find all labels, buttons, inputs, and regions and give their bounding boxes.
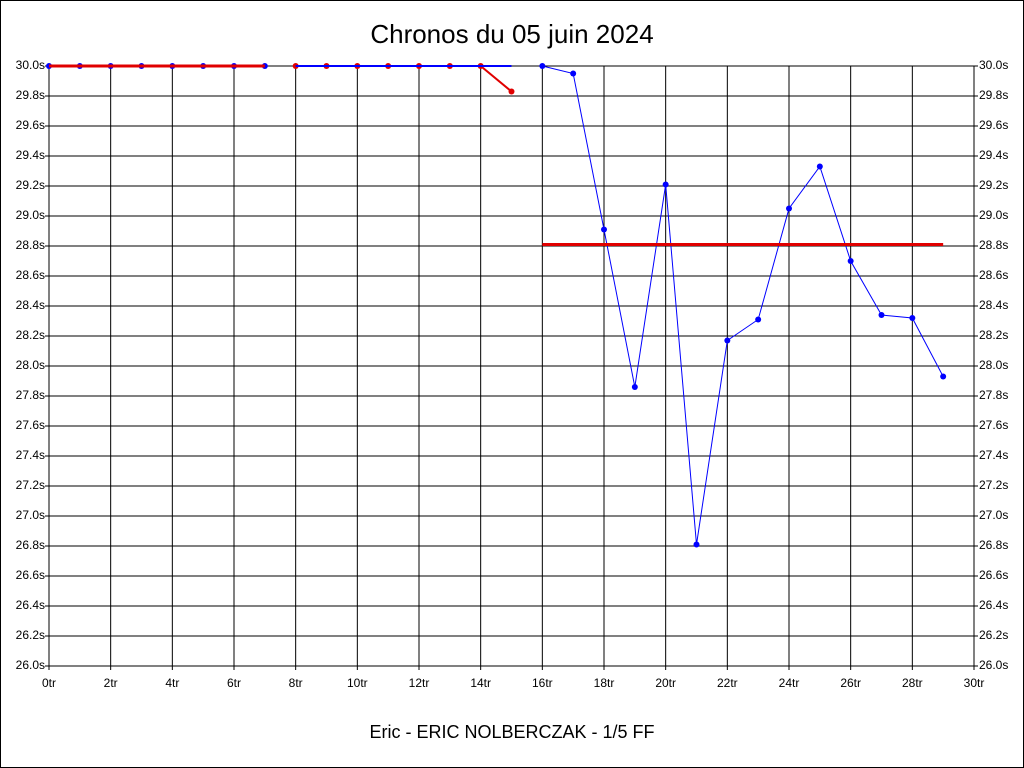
y-tick-label: 29.8s	[16, 88, 45, 102]
point	[755, 316, 762, 323]
point	[878, 312, 885, 318]
y2-tick-label: 27.8s	[979, 388, 1008, 402]
y2-tick-label: 30.0s	[979, 58, 1008, 72]
x-tick-label: 30tr	[964, 676, 985, 690]
y-tick-label: 29.0s	[16, 208, 45, 222]
y-tick-label: 27.0s	[16, 508, 45, 522]
y2-tick-label: 28.6s	[979, 268, 1008, 282]
y-tick-label: 26.6s	[16, 568, 45, 582]
y2-tick-label: 29.2s	[979, 178, 1008, 192]
y2-tick-label: 26.6s	[979, 568, 1008, 582]
y2-tick-label: 29.0s	[979, 208, 1008, 222]
x-tick-label: 6tr	[227, 676, 241, 690]
point	[662, 181, 669, 188]
y2-tick-label: 28.0s	[979, 358, 1008, 372]
x-tick-label: 0tr	[42, 676, 56, 690]
point	[631, 384, 638, 390]
y2-tick-label: 27.0s	[979, 508, 1008, 522]
point	[508, 88, 515, 95]
y-tick-label: 28.4s	[16, 298, 45, 312]
x-tick-label: 14tr	[470, 676, 491, 690]
y2-tick-label: 28.4s	[979, 298, 1008, 312]
y-tick-label: 26.0s	[16, 658, 45, 672]
chart-subtitle: Eric - ERIC NOLBERCZAK - 1/5 FF	[369, 722, 654, 742]
y-tick-label: 28.8s	[16, 238, 45, 252]
x-tick-label: 20tr	[655, 676, 676, 690]
point	[693, 541, 700, 548]
point	[724, 337, 731, 344]
x-tick-label: 26tr	[840, 676, 861, 690]
y-tick-label: 29.6s	[16, 118, 45, 132]
x-tick-label: 2tr	[104, 676, 118, 690]
y2-tick-label: 29.6s	[979, 118, 1008, 132]
y-tick-label: 27.6s	[16, 418, 45, 432]
point	[539, 63, 546, 69]
point	[909, 315, 916, 321]
point	[570, 70, 577, 77]
y2-tick-label: 27.4s	[979, 448, 1008, 462]
y-tick-label: 29.4s	[16, 148, 45, 162]
point	[940, 373, 947, 380]
y-tick-label: 27.8s	[16, 388, 45, 402]
x-tick-label: 24tr	[779, 676, 800, 690]
y2-tick-label: 27.2s	[979, 478, 1008, 492]
x-tick-label: 10tr	[347, 676, 368, 690]
point	[816, 163, 823, 170]
y-tick-label: 28.6s	[16, 268, 45, 282]
y-tick-label: 28.2s	[16, 328, 45, 342]
y2-tick-label: 26.8s	[979, 538, 1008, 552]
point	[786, 205, 792, 212]
y2-tick-label: 29.4s	[979, 148, 1008, 162]
x-tick-label: 22tr	[717, 676, 738, 690]
y-tick-label: 29.2s	[16, 178, 45, 192]
x-tick-label: 4tr	[165, 676, 179, 690]
point	[601, 226, 607, 233]
y2-tick-label: 29.8s	[979, 88, 1008, 102]
series-line	[542, 65, 944, 545]
point	[847, 258, 854, 264]
y2-tick-label: 26.2s	[979, 628, 1008, 642]
chart-title: Chronos du 05 juin 2024	[370, 19, 653, 49]
y-tick-label: 26.4s	[16, 598, 45, 612]
y-tick-label: 26.8s	[16, 538, 45, 552]
y2-tick-label: 28.8s	[979, 238, 1008, 252]
x-tick-label: 8tr	[289, 676, 303, 690]
x-tick-label: 18tr	[594, 676, 615, 690]
y2-tick-label: 26.0s	[979, 658, 1008, 672]
y-tick-label: 28.0s	[16, 358, 45, 372]
y-tick-label: 27.4s	[16, 448, 45, 462]
y2-tick-label: 27.6s	[979, 418, 1008, 432]
x-tick-label: 16tr	[532, 676, 553, 690]
y2-tick-label: 28.2s	[979, 328, 1008, 342]
x-tick-label: 12tr	[409, 676, 430, 690]
y-tick-label: 27.2s	[16, 478, 45, 492]
y-tick-label: 26.2s	[16, 628, 45, 642]
x-tick-label: 28tr	[902, 676, 923, 690]
y2-tick-label: 26.4s	[979, 598, 1008, 612]
y-tick-label: 30.0s	[16, 58, 45, 72]
